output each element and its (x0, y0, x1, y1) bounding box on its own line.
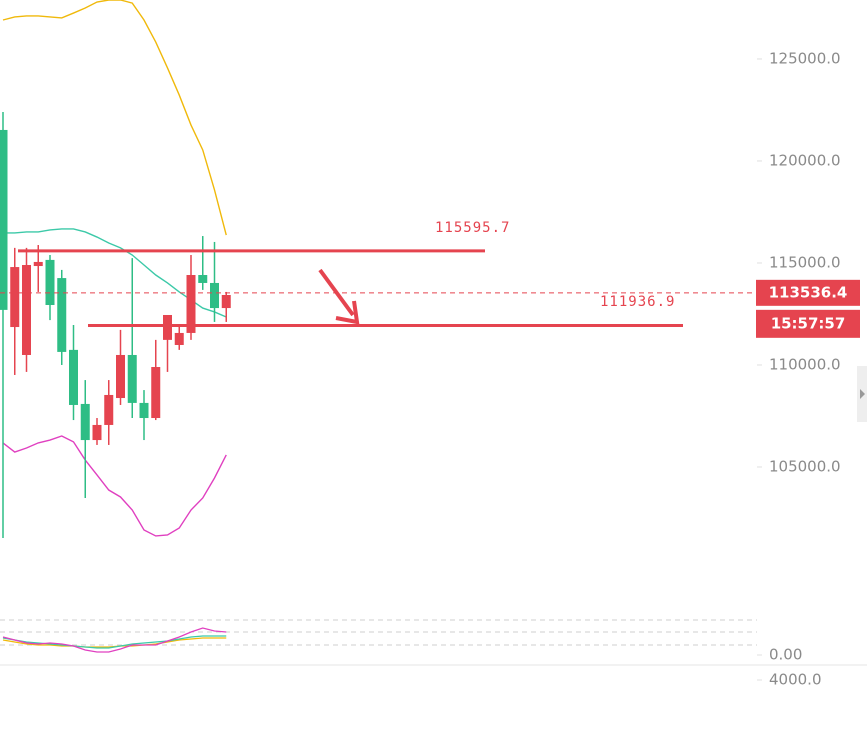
countdown-label: 15:57:57 (771, 314, 846, 332)
last-price-box (756, 279, 860, 306)
candle-body (198, 275, 208, 283)
last-price-label: 113536.4 (769, 283, 848, 301)
candle-body (163, 314, 172, 340)
indicator-line (2, 0, 227, 236)
candle-body (57, 278, 67, 352)
candle-body (186, 275, 196, 333)
candle-body (80, 403, 90, 441)
arrow-head (335, 300, 360, 325)
candle-body (127, 354, 137, 403)
candle-body (104, 394, 114, 425)
candle-body (210, 282, 219, 309)
y-tick-label: 125000.0 (769, 49, 841, 67)
indicator-line (2, 435, 227, 537)
candle-body (45, 259, 55, 305)
candle-body (139, 402, 149, 419)
countdown-box (756, 309, 860, 338)
y-tick-label: 110000.0 (769, 355, 841, 373)
candle-body (174, 332, 184, 345)
side-tab-arrow (860, 389, 865, 399)
y-tick-label: 115000.0 (769, 253, 841, 271)
candle-body (221, 295, 231, 309)
main-plot (0, 0, 231, 538)
indicator-line (2, 635, 227, 649)
y-tick-label: 120000.0 (769, 151, 841, 169)
indicator-line (2, 627, 227, 653)
candle-body (22, 265, 31, 355)
candle-body (69, 349, 78, 405)
level-label: 115595.7 (435, 220, 510, 236)
candle-body (151, 367, 161, 419)
y-tick-label: 4000.0 (769, 671, 822, 689)
candle-body (92, 424, 102, 441)
y-tick-label: 105000.0 (769, 457, 841, 475)
candle-body (10, 267, 20, 328)
candle-body (0, 129, 8, 310)
y-tick-label: 0.00 (769, 646, 802, 664)
candle-body (33, 261, 43, 267)
level-label: 111936.9 (600, 294, 675, 310)
candle-body (116, 354, 125, 399)
